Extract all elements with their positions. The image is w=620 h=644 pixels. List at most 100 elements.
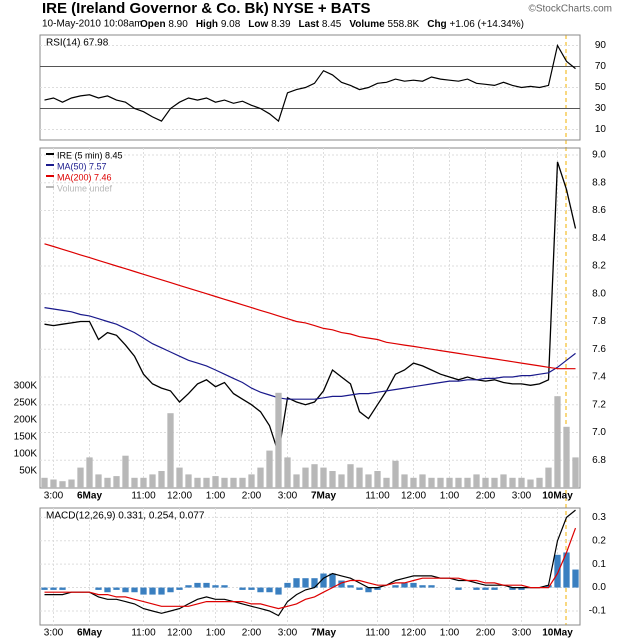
quote-item: Last 8.45 bbox=[299, 19, 342, 30]
y-tick-label: 30 bbox=[595, 103, 607, 114]
bar bbox=[95, 474, 102, 488]
y2-tick-label: 200K bbox=[14, 415, 38, 426]
x-tick-label: 3:00 bbox=[512, 628, 532, 639]
series-line bbox=[44, 307, 576, 400]
bar bbox=[275, 587, 282, 595]
bar bbox=[311, 578, 318, 588]
bar bbox=[482, 477, 489, 488]
quote-label: Low bbox=[248, 19, 268, 30]
bar bbox=[401, 474, 408, 488]
bar bbox=[203, 477, 210, 488]
y-tick-label: 8.6 bbox=[592, 205, 606, 216]
bar bbox=[239, 587, 246, 590]
bar bbox=[212, 476, 219, 488]
bar bbox=[131, 587, 138, 593]
x-tick-label: 10May bbox=[542, 491, 573, 502]
bar bbox=[572, 569, 579, 588]
bar bbox=[95, 587, 102, 590]
bar bbox=[248, 474, 255, 488]
x-tick-label: 1:00 bbox=[206, 491, 226, 502]
bar bbox=[419, 474, 426, 488]
bar bbox=[122, 455, 129, 488]
bar bbox=[482, 587, 489, 590]
bar bbox=[50, 479, 57, 488]
panel-legend: RSI(14) 67.98 bbox=[46, 38, 109, 49]
bar bbox=[491, 477, 498, 488]
bar bbox=[257, 587, 264, 593]
y-tick-label: 7.4 bbox=[592, 372, 606, 383]
bar bbox=[455, 477, 462, 488]
bar bbox=[140, 587, 147, 595]
y-tick-label: -0.1 bbox=[589, 606, 607, 617]
legend-entry: Volume undef bbox=[57, 183, 113, 193]
legend-entry: MA(50) 7.57 bbox=[57, 161, 107, 171]
bar bbox=[284, 457, 291, 488]
bar bbox=[437, 477, 444, 488]
bar bbox=[41, 477, 48, 488]
y-tick-label: 8.0 bbox=[592, 288, 606, 299]
bar bbox=[347, 585, 354, 588]
quote-item: Open 8.90 bbox=[140, 19, 188, 30]
bar bbox=[563, 426, 570, 488]
bar bbox=[338, 474, 345, 488]
bar bbox=[347, 464, 354, 488]
bar bbox=[59, 481, 66, 488]
bar bbox=[212, 585, 219, 588]
panel-legend: MACD(12,26,9) 0.331, 0.254, 0.077 bbox=[46, 511, 205, 522]
legend-entry: MA(200) 7.46 bbox=[57, 172, 112, 182]
y-tick-label: 8.8 bbox=[592, 177, 606, 188]
bar bbox=[221, 585, 228, 588]
bar bbox=[266, 587, 273, 593]
bar bbox=[167, 587, 174, 593]
bar bbox=[464, 477, 471, 488]
x-tick-label: 1:00 bbox=[440, 628, 460, 639]
x-tick-label: 11:00 bbox=[365, 628, 390, 639]
bar bbox=[68, 479, 75, 488]
y-tick-label: 10 bbox=[595, 124, 607, 135]
bar bbox=[194, 582, 201, 588]
x-tick-label: 12:00 bbox=[401, 628, 426, 639]
x-tick-label: 12:00 bbox=[167, 628, 192, 639]
series-line bbox=[44, 527, 577, 610]
legend-swatch bbox=[46, 164, 54, 166]
bar bbox=[329, 471, 336, 488]
panel-frame bbox=[39, 147, 581, 489]
bar bbox=[275, 392, 282, 488]
bar bbox=[518, 477, 525, 488]
bar bbox=[392, 460, 399, 488]
x-tick-label: 7May bbox=[311, 628, 336, 639]
y-tick-label: 7.6 bbox=[592, 344, 606, 355]
x-tick-label: 2:00 bbox=[476, 628, 496, 639]
bar bbox=[284, 582, 291, 588]
y2-tick-label: 50K bbox=[19, 466, 37, 477]
bar bbox=[455, 587, 462, 590]
quote-label: Chg bbox=[427, 19, 446, 30]
legend-swatch bbox=[46, 153, 54, 155]
x-tick-label: 12:00 bbox=[167, 491, 192, 502]
bar bbox=[59, 587, 66, 590]
x-tick-label: 11:00 bbox=[131, 628, 156, 639]
quote-date: 10-May-2010 10:08am bbox=[42, 19, 143, 30]
bar bbox=[86, 457, 93, 488]
bar bbox=[410, 477, 417, 488]
bar bbox=[176, 587, 183, 590]
bar bbox=[149, 474, 156, 488]
x-tick-label: 12:00 bbox=[401, 491, 426, 502]
y2-tick-label: 100K bbox=[14, 449, 38, 460]
y-tick-label: 6.8 bbox=[592, 455, 606, 466]
bar bbox=[545, 467, 552, 488]
quote-item: Low 8.39 bbox=[248, 19, 291, 30]
bar bbox=[527, 479, 534, 488]
x-tick-label: 1:00 bbox=[440, 491, 460, 502]
quote-label: Volume bbox=[349, 19, 385, 30]
bar bbox=[221, 477, 228, 488]
symbol-title: IRE (Ireland Governor & Co. Bk) NYSE + B… bbox=[42, 0, 371, 17]
bar bbox=[500, 474, 507, 488]
x-tick-label: 3:00 bbox=[44, 628, 64, 639]
bar bbox=[374, 471, 381, 488]
bar bbox=[392, 585, 399, 588]
bar bbox=[239, 477, 246, 488]
bar bbox=[158, 471, 165, 488]
y-tick-label: 8.4 bbox=[592, 233, 606, 244]
